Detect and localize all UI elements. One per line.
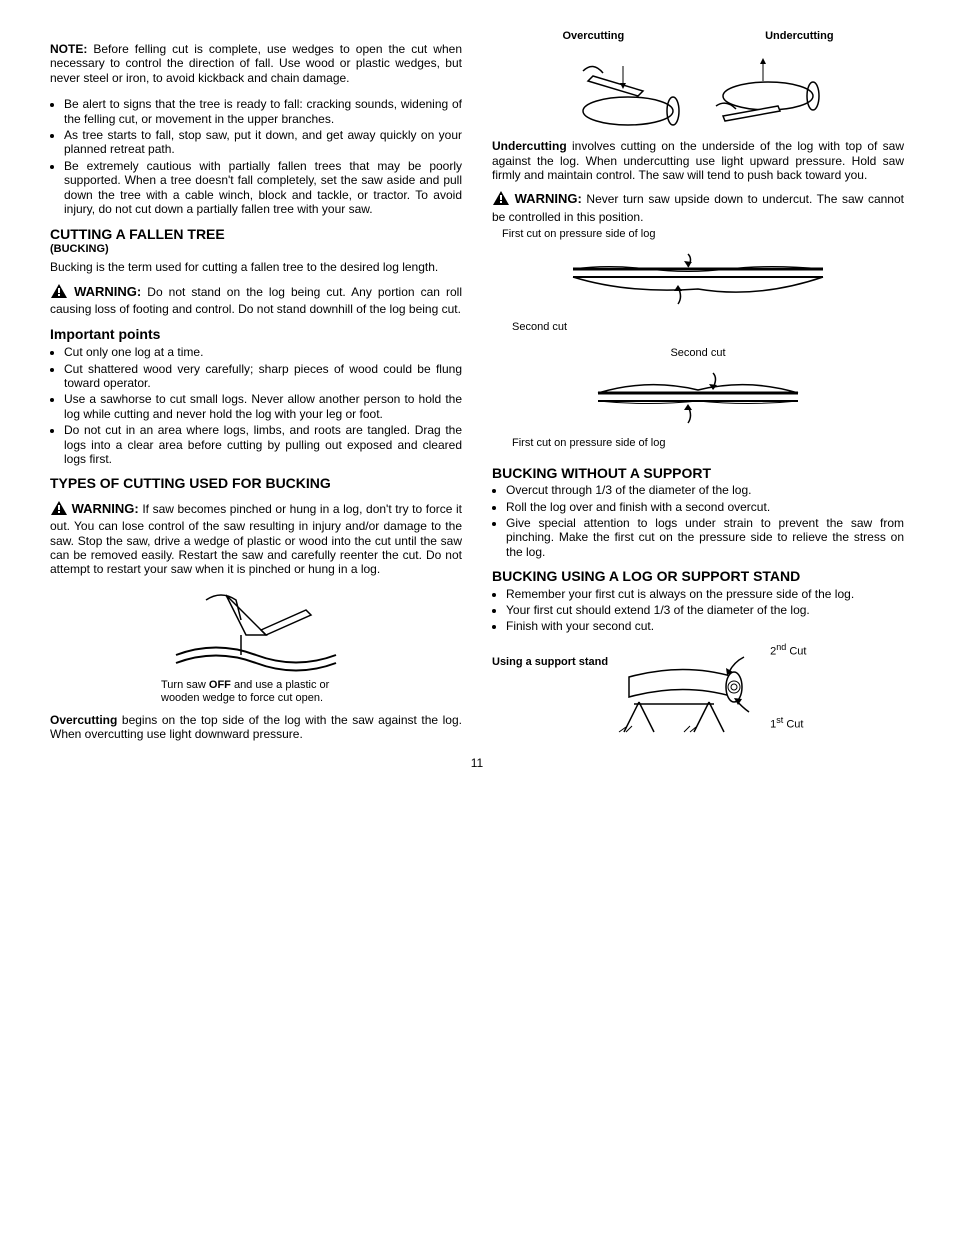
support-stand-label: Using a support stand [492,656,608,669]
list-item: Cut shattered wood very carefully; sharp… [64,362,462,391]
warning-label: WARNING: [515,191,582,206]
pressure-illustration-1 [568,249,828,319]
pressure-illustration-2 [588,368,808,433]
undercutting-label: Undercutting [492,139,567,153]
cut-labels: 2nd Cut 1st Cut [770,642,806,732]
over-under-labels: Overcutting Undercutting [492,30,904,43]
list-item: As tree starts to fall, stop saw, put it… [64,128,462,157]
pressure-diagram-1 [492,249,904,319]
heading-types-of-cutting: TYPES OF CUTTING USED FOR BUCKING [50,476,462,491]
cut-2-label: 2nd Cut [770,642,806,659]
page-number: 11 [50,756,904,770]
warning-icon [50,500,68,519]
list-item: Give special attention to logs under str… [506,516,904,559]
undercutting-fig-label: Undercutting [765,30,833,43]
list-item: Be alert to signs that the tree is ready… [64,97,462,126]
list-item: Be extremely cautious with partially fal… [64,159,462,217]
support-stand-illustration [614,642,764,742]
note-label: NOTE: [50,42,87,56]
list-item: Cut only one log at a time. [64,345,462,359]
diag2-top-label: Second cut [492,347,904,360]
list-item: Remember your first cut is always on the… [506,587,904,601]
heading-important-points: Important points [50,326,462,343]
subheading-bucking: (BUCKING) [50,243,462,256]
diag1-top-label: First cut on pressure side of log [502,228,904,241]
warning-label: WARNING: [74,284,141,299]
over-under-figure [492,51,904,131]
warning-block-3: WARNING: Never turn saw upside down to u… [492,190,904,224]
bucking-intro: Bucking is the term used for cutting a f… [50,260,462,274]
list-item: Use a sawhorse to cut small logs. Never … [64,392,462,421]
wedge-figure: Turn saw OFF and use a plastic or wooden… [50,585,462,705]
right-column: Overcutting Undercutting Un [492,30,904,746]
list-item: Finish with your second cut. [506,619,904,633]
diag1-bottom-label: Second cut [512,321,904,334]
tree-bullets: Be alert to signs that the tree is ready… [50,97,462,216]
wedge-caption: Turn saw OFF and use a plastic or wooden… [161,679,351,705]
cut-1-label: 1st Cut [770,715,806,732]
overcutting-fig-label: Overcutting [562,30,624,43]
important-points-list: Cut only one log at a time. Cut shattere… [50,345,462,466]
support-stand-figure-row: Using a support stand [492,642,904,745]
warning-label: WARNING: [72,501,139,516]
list-item: Overcut through 1/3 of the diameter of t… [506,483,904,497]
diag2-bottom-label: First cut on pressure side of log [512,437,904,450]
undercutting-paragraph: Undercutting involves cutting on the und… [492,139,904,182]
heading-bucking-without-support: BUCKING WITHOUT A SUPPORT [492,466,904,481]
left-column: NOTE: Before felling cut is complete, us… [50,30,462,746]
wedge-illustration [166,585,346,675]
without-support-list: Overcut through 1/3 of the diameter of t… [492,483,904,559]
overcutting-label: Overcutting [50,713,117,727]
over-under-illustration [568,51,828,131]
note-paragraph: NOTE: Before felling cut is complete, us… [50,42,462,85]
warning-block-2: WARNING: If saw becomes pinched or hung … [50,500,462,577]
heading-bucking-with-support: BUCKING USING A LOG OR SUPPORT STAND [492,569,904,584]
warning-icon [492,190,510,209]
note-body: Before felling cut is complete, use wedg… [50,42,462,85]
warning-block-1: WARNING: Do not stand on the log being c… [50,283,462,317]
pressure-diagram-2 [492,368,904,433]
list-item: Do not cut in an area where logs, limbs,… [64,423,462,466]
overcutting-paragraph: Overcutting begins on the top side of th… [50,713,462,742]
support-stand-figure [614,642,764,745]
with-support-list: Remember your first cut is always on the… [492,587,904,634]
list-item: Your first cut should extend 1/3 of the … [506,603,904,617]
heading-cutting-fallen-tree: CUTTING A FALLEN TREE [50,226,462,243]
list-item: Roll the log over and finish with a seco… [506,500,904,514]
warning-icon [50,283,68,302]
